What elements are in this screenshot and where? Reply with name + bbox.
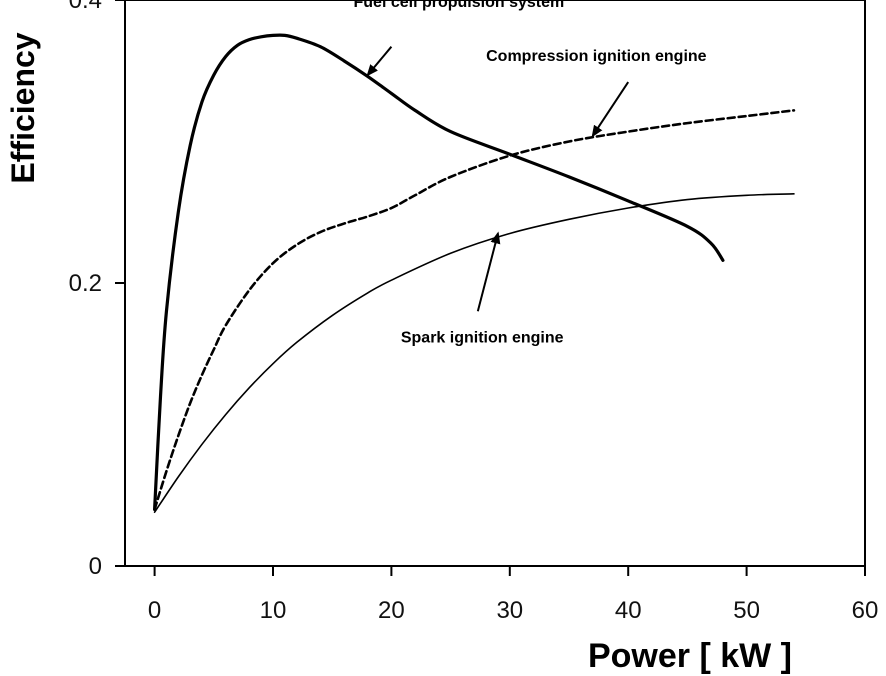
x-tick-label: 30	[496, 597, 523, 624]
annotation-arrow	[591, 81, 630, 138]
x-axis-ticks: 0 10 20 30 40 50 60	[148, 566, 878, 624]
x-tick-label: 0	[148, 597, 161, 624]
annotation-arrow	[366, 46, 393, 77]
annotation-label: Compression ignition engine	[486, 48, 707, 65]
annotation-layer: Fuel cell propulsion system Compression i…	[354, 0, 707, 346]
x-tick-label: 60	[852, 597, 879, 624]
series-line-3	[153, 193, 795, 514]
y-tick-label: 0	[89, 553, 102, 580]
plot-frame	[124, 0, 866, 567]
y-axis-ticks: 0 0.2 0.4	[69, 0, 125, 580]
x-tick-label: 50	[733, 597, 760, 624]
series-line-2	[153, 109, 796, 511]
annotation-label: Fuel cell propulsion system	[354, 0, 565, 11]
x-axis-title: Power [ kW ]	[588, 637, 792, 675]
x-tick-label: 20	[378, 597, 405, 624]
annotation-label: Spark ignition engine	[401, 329, 564, 346]
series-layer	[153, 33, 796, 514]
y-tick-label: 0.4	[69, 0, 102, 14]
y-axis-title: Efficiency	[5, 32, 41, 183]
series-line-1	[153, 33, 725, 511]
y-tick-label: 0.2	[69, 270, 102, 297]
x-tick-label: 40	[615, 597, 642, 624]
annotation-arrow	[476, 231, 501, 312]
x-tick-label: 10	[260, 597, 287, 624]
